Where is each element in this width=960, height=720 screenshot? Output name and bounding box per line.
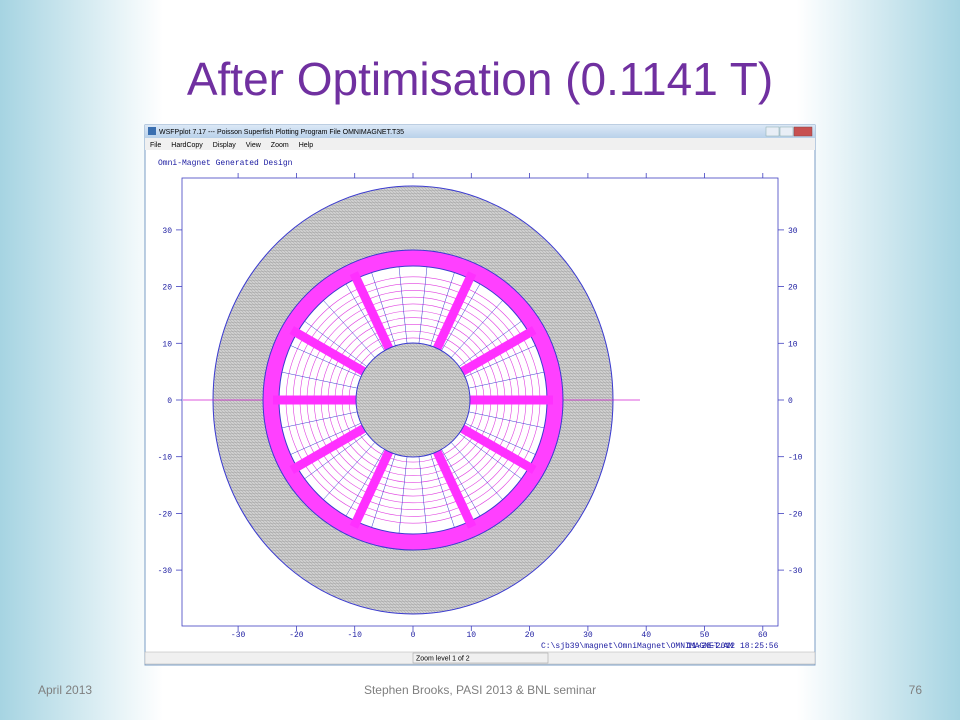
x-tick-label: 30: [583, 631, 593, 640]
pole-spoke: [433, 449, 477, 529]
y-tick-label-right: -10: [788, 454, 803, 463]
x-tick-label: 10: [466, 631, 476, 640]
mesh-radial: [450, 300, 503, 358]
pole-spoke: [289, 424, 366, 474]
close-button[interactable]: [793, 126, 813, 137]
pole-spoke: [349, 449, 393, 529]
core: [355, 342, 471, 458]
mesh-radial: [304, 321, 368, 367]
footer-center: Stephen Brooks, PASI 2013 & BNL seminar: [364, 683, 596, 697]
status-text: Zoom level 1 of 2: [416, 656, 470, 663]
mesh-radial: [345, 449, 385, 517]
footer-date: April 2013: [38, 683, 92, 697]
menu-item[interactable]: Help: [299, 142, 314, 149]
y-tick-label-right: 10: [788, 340, 798, 349]
mesh-radial: [458, 321, 522, 367]
x-tick-label: 50: [700, 631, 710, 640]
y-tick-label-left: -20: [158, 510, 173, 519]
minimize-button[interactable]: [765, 126, 780, 137]
y-tick-label-left: 30: [162, 227, 172, 236]
x-tick-label: 60: [758, 631, 768, 640]
mesh-radial: [304, 433, 368, 479]
status-bar: [144, 651, 816, 665]
mesh-radial: [441, 449, 481, 517]
x-tick-label: -10: [347, 631, 362, 640]
mesh-radial: [430, 272, 455, 346]
mesh-radial: [290, 345, 362, 378]
menu-bar: [145, 138, 815, 150]
y-tick-label-right: 0: [788, 397, 793, 406]
mesh-radial: [464, 422, 536, 455]
mesh-radial: [290, 422, 362, 455]
axes: -30 -20 -10 0 10 20 30 40 50 60 30 30 20 20 10 10 0 0 -10 -…: [158, 173, 803, 640]
mesh-radial: [323, 300, 376, 358]
y-tick-label-right: -20: [788, 510, 803, 519]
plot-time: 18:25:56: [740, 642, 779, 651]
y-tick-label-right: -30: [788, 567, 803, 576]
mesh-radial: [441, 283, 481, 351]
mesh-radial: [371, 272, 396, 346]
footer-page: 76: [909, 683, 923, 697]
mesh-radial: [418, 456, 428, 534]
mesh-radial: [371, 454, 396, 528]
mesh-radial: [468, 411, 545, 429]
x-tick-label: 20: [525, 631, 535, 640]
file-path: C:\sjb39\magnet\OmniMagnet\OMNIMAGNET.AM: [541, 642, 733, 651]
mesh-radial: [464, 345, 536, 378]
slide-title: After Optimisation (0.1141 T): [187, 53, 773, 105]
pole-spoke: [460, 326, 537, 376]
x-tick-label: 40: [641, 631, 651, 640]
menu-item[interactable]: Display: [213, 142, 236, 149]
y-tick-label-left: -30: [158, 567, 173, 576]
mesh-radial: [418, 266, 428, 344]
window-title: WSFPplot 7.17 --- Poisson Superfish Plot…: [159, 129, 404, 136]
mesh-radial: [458, 433, 522, 479]
x-tick-label: -30: [231, 631, 246, 640]
mesh-radial: [281, 411, 358, 429]
magnet-geometry: [183, 185, 640, 615]
plot-title: Omni-Magnet Generated Design: [158, 159, 293, 168]
y-tick-label-left: 20: [162, 284, 172, 293]
y-tick-label-left: 0: [167, 397, 172, 406]
title-bar: [145, 125, 815, 138]
mesh-radial: [345, 283, 385, 351]
menu-item[interactable]: HardCopy: [171, 142, 203, 149]
y-tick-label-left: 10: [162, 340, 172, 349]
mesh-radial: [468, 371, 545, 389]
pole-spoke: [289, 326, 366, 376]
pole-spoke: [433, 271, 477, 351]
maximize-button[interactable]: [779, 126, 794, 137]
pole-spoke: [349, 271, 393, 351]
y-tick-label-left: -10: [158, 454, 173, 463]
y-tick-label-right: 20: [788, 284, 798, 293]
pole-spoke: [460, 424, 537, 474]
menu-item[interactable]: View: [246, 142, 262, 149]
plot-frame: [181, 177, 779, 627]
mesh-radial: [323, 442, 376, 500]
x-tick-label: -20: [289, 631, 304, 640]
y-tick-label-right: 30: [788, 227, 798, 236]
mesh-radial: [281, 371, 358, 389]
menu: File HardCopy Display View Zoom Help: [150, 142, 313, 149]
mesh-radial: [398, 456, 408, 534]
menu-item[interactable]: File: [150, 142, 161, 149]
menu-item[interactable]: Zoom: [271, 142, 289, 149]
x-tick-label: 0: [411, 631, 416, 640]
field-lines: [273, 266, 553, 534]
status-panel: [412, 652, 549, 664]
app-icon: [148, 127, 156, 135]
mesh-radial: [430, 454, 455, 528]
plot-date: 11-28-2012: [687, 642, 735, 651]
mesh-radial: [398, 266, 408, 344]
mesh-radial: [450, 442, 503, 500]
